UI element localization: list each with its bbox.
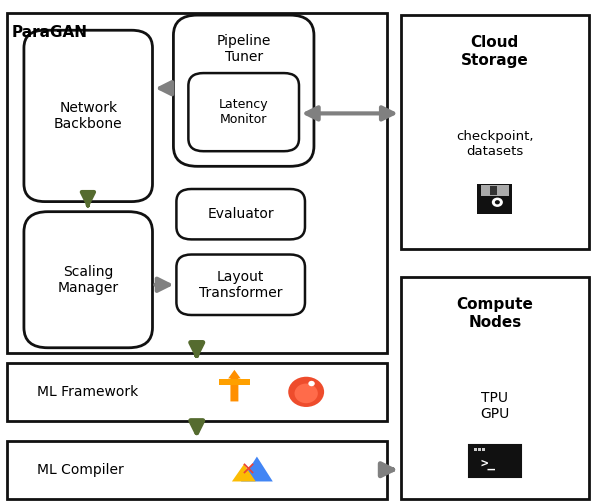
Text: Network
Backbone: Network Backbone	[54, 101, 123, 131]
Bar	[481, 185, 509, 196]
Bar	[218, 380, 251, 385]
Text: ML Compiler: ML Compiler	[37, 463, 124, 477]
Bar	[401, 277, 589, 499]
FancyBboxPatch shape	[173, 15, 314, 166]
Text: ParaGAN: ParaGAN	[12, 25, 88, 40]
FancyBboxPatch shape	[188, 73, 299, 151]
Bar	[7, 363, 387, 421]
Text: ✕: ✕	[240, 461, 255, 479]
FancyBboxPatch shape	[176, 189, 305, 239]
Text: Latency
Monitor: Latency Monitor	[219, 98, 269, 126]
Circle shape	[309, 381, 315, 386]
Bar	[482, 448, 486, 451]
Text: Compute
Nodes: Compute Nodes	[456, 297, 533, 330]
Bar	[474, 448, 477, 451]
Bar	[7, 441, 387, 499]
Text: Scaling
Manager: Scaling Manager	[57, 265, 119, 295]
Circle shape	[294, 384, 318, 403]
Text: TPU
GPU: TPU GPU	[480, 391, 509, 421]
Bar	[477, 184, 512, 214]
Polygon shape	[232, 464, 256, 481]
Bar	[468, 445, 521, 477]
FancyArrow shape	[228, 370, 240, 401]
Circle shape	[288, 377, 324, 407]
Circle shape	[492, 198, 503, 207]
Text: Evaluator: Evaluator	[208, 207, 274, 221]
Bar	[490, 186, 496, 195]
Bar	[7, 13, 387, 353]
Text: Layout
Transformer: Layout Transformer	[199, 270, 282, 300]
FancyBboxPatch shape	[24, 30, 152, 202]
Text: Cloud
Storage: Cloud Storage	[461, 35, 529, 68]
FancyBboxPatch shape	[176, 255, 305, 315]
Polygon shape	[241, 457, 273, 481]
Circle shape	[495, 200, 500, 205]
Bar	[401, 15, 589, 249]
FancyBboxPatch shape	[24, 212, 152, 348]
Bar	[478, 448, 481, 451]
Text: checkpoint,
datasets: checkpoint, datasets	[456, 130, 533, 158]
Text: Pipeline
Tuner: Pipeline Tuner	[216, 34, 271, 65]
Text: ML Framework: ML Framework	[37, 385, 138, 399]
Text: >_: >_	[480, 457, 495, 470]
